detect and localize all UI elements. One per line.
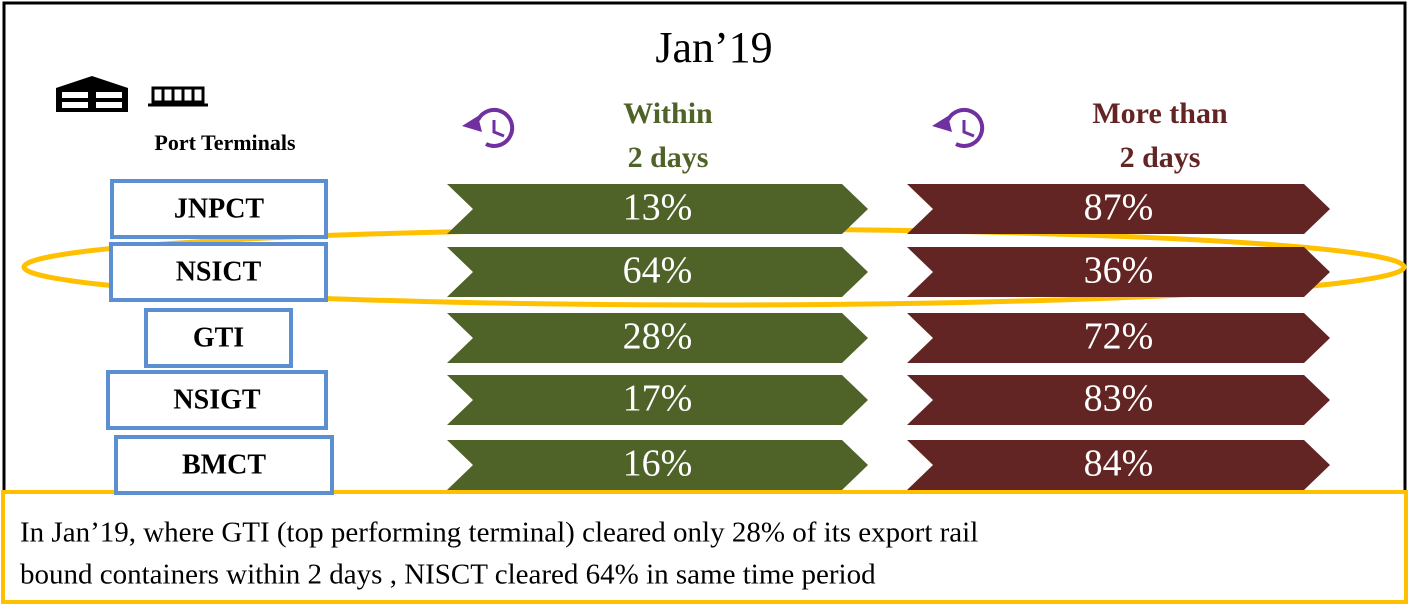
cell-value: 83%	[1084, 378, 1154, 420]
clock-hands	[962, 120, 975, 138]
chevron	[447, 247, 868, 297]
column-header: More than	[1092, 97, 1228, 130]
chevron	[447, 184, 868, 234]
chevron	[907, 184, 1330, 234]
terminal-box	[106, 370, 328, 430]
clock-arrow	[932, 116, 952, 132]
terminal-label: NSICT	[176, 256, 262, 287]
column-header: 2 days	[628, 141, 709, 174]
legend-label: Port Terminals	[154, 130, 296, 155]
note-box	[1, 490, 1408, 604]
note-text: bound containers within 2 days , NISCT c…	[20, 559, 876, 591]
cell-value: 64%	[623, 250, 693, 292]
column-header: Within	[623, 97, 713, 130]
terminal-box	[110, 179, 328, 239]
train-icon	[148, 86, 208, 107]
cell-value: 16%	[623, 443, 693, 485]
note-text: In Jan’19, where GTI (top performing ter…	[20, 517, 978, 549]
clock-arrow	[462, 116, 482, 132]
cell-value: 72%	[1084, 316, 1154, 358]
terminal-label: NSIGT	[173, 384, 260, 415]
cell-value: 84%	[1084, 443, 1154, 485]
terminal-box	[109, 242, 328, 302]
clock-face	[476, 107, 515, 148]
terminal-box	[144, 308, 293, 368]
column-header: 2 days	[1120, 141, 1201, 174]
warehouse-icon	[56, 76, 128, 112]
cell-value: 87%	[1084, 187, 1154, 229]
terminal-label: GTI	[193, 322, 244, 353]
cell-value: 36%	[1084, 250, 1154, 292]
clock-face	[946, 107, 985, 148]
clock-icon	[932, 107, 985, 148]
chevron	[907, 247, 1330, 297]
clock-hands	[492, 120, 505, 138]
chevron	[447, 440, 868, 490]
terminal-box	[114, 435, 334, 495]
chevron	[907, 440, 1330, 490]
chevron	[907, 313, 1330, 363]
cell-value: 28%	[623, 316, 693, 358]
chevron	[907, 375, 1330, 425]
chevron	[447, 313, 868, 363]
cell-value: 13%	[623, 187, 693, 229]
title: Jan’19	[655, 23, 772, 72]
clock-icon	[462, 107, 515, 148]
terminal-label: JNPCT	[174, 193, 265, 224]
terminal-label: BMCT	[182, 449, 266, 480]
cell-value: 17%	[623, 378, 693, 420]
chevron	[447, 375, 868, 425]
